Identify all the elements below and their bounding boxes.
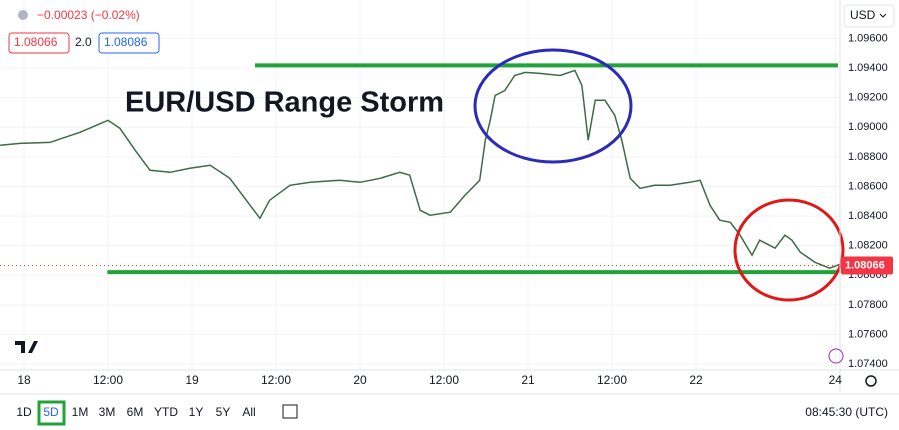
y-tick-label: 1.09400 [848,62,888,74]
x-tick-label: 21 [521,373,535,387]
spread: 2.0 [75,35,92,49]
y-tick-label: 1.08400 [848,210,888,222]
calendar-icon[interactable] [282,404,298,419]
range-button[interactable]: YTD [154,405,178,419]
range-button[interactable]: 5D [43,405,59,419]
currency-button[interactable] [843,4,895,28]
y-tick-label: 1.07400 [848,358,888,370]
bid-box[interactable] [8,32,70,54]
range-button[interactable]: 1M [72,405,89,419]
y-tick-label: 1.07600 [848,328,888,340]
clock: 08:45:30 (UTC) [805,405,888,419]
y-tick-label: 1.08200 [848,240,888,252]
plot-area [0,0,841,370]
bid: 1.08066 [14,35,58,49]
x-tick-label: 12:00 [261,373,291,387]
currency: USD [850,8,876,22]
x-tick-label: 12:00 [429,373,459,387]
y-tick-label: 1.09000 [848,121,888,133]
y-tick-label: 1.08600 [848,180,888,192]
x-tick-label: 19 [185,373,199,387]
red-circle [733,198,845,302]
x-tick-label: 22 [689,373,703,387]
y-tick-label: 1.09200 [848,92,888,104]
range-button[interactable]: 1Y [189,405,204,419]
last-price-label: 1.08066 [845,259,885,271]
price-change: −0.00023 (−0.02%) [37,8,140,22]
range-selected [37,400,66,426]
x-tick-label: 20 [353,373,367,387]
y-tick-label: 1.08800 [848,151,888,163]
logo [15,341,38,353]
blue-circle [473,48,633,164]
indicator-icon[interactable] [828,348,844,364]
range-button[interactable]: All [242,405,255,419]
range-button[interactable]: 3M [99,405,116,419]
status-dot [18,10,28,20]
y-tick-label: 1.09600 [848,32,888,44]
x-tick-label: 24 [829,373,843,387]
range-button[interactable]: 6M [127,405,144,419]
range-button[interactable]: 1D [16,405,32,419]
last-price-box [841,256,893,275]
range-button[interactable]: 5Y [216,405,231,419]
x-tick-label: 12:00 [93,373,123,387]
dropdown-icon [879,13,887,18]
y-tick-label: 1.07800 [848,299,888,311]
x-tick-label: 18 [17,373,31,387]
ask-box[interactable] [98,32,160,54]
ask: 1.08086 [104,35,148,49]
toolbar: 1D 5D 1M 3M 6M YTD 1Y 5Y All [16,400,256,426]
annotation-title: EUR/USD Range Storm [125,87,444,119]
price-line [0,69,841,270]
settings-icon[interactable] [865,375,877,387]
x-tick-label: 12:00 [597,373,627,387]
